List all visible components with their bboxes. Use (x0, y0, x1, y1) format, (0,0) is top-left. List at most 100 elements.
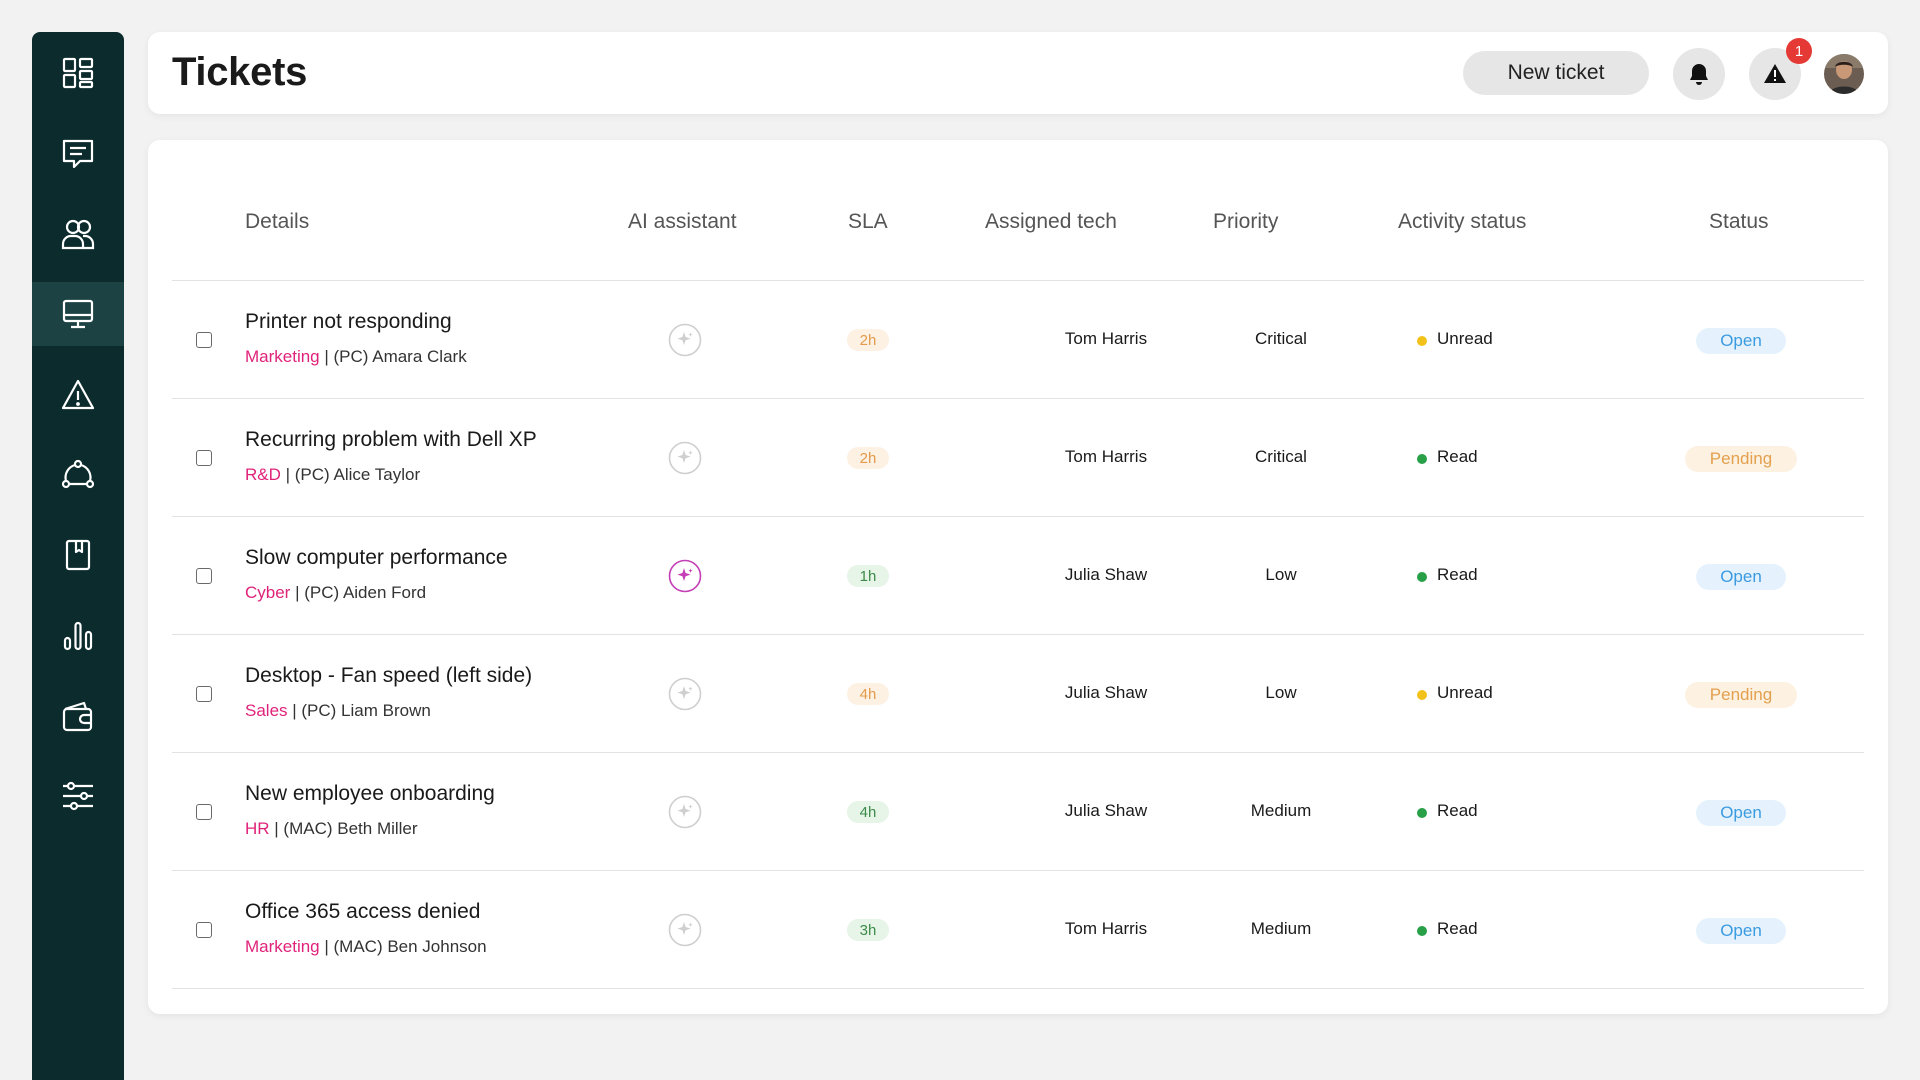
department-label[interactable]: Marketing (245, 347, 320, 366)
department-label[interactable]: HR (245, 819, 270, 838)
new-ticket-button[interactable]: New ticket (1463, 51, 1649, 95)
activity-status: Read (1437, 919, 1478, 938)
requester-label: | (PC) Liam Brown (287, 701, 431, 720)
page-header: Tickets New ticket 1 (148, 32, 1888, 114)
ticket-title[interactable]: Slow computer performance (245, 546, 508, 569)
notifications-button[interactable] (1673, 48, 1725, 100)
ticket-requester: HR | (MAC) Beth Miller (245, 819, 418, 839)
column-header-sla[interactable]: SLA (848, 210, 888, 233)
warning-icon (61, 379, 95, 410)
tickets-panel: Details AI assistant SLA Assigned tech P… (148, 140, 1888, 1014)
ticket-requester: R&D | (PC) Alice Taylor (245, 465, 420, 485)
column-header-priority[interactable]: Priority (1213, 210, 1279, 233)
book-icon (65, 539, 91, 571)
department-label[interactable]: Sales (245, 701, 288, 720)
ticket-title[interactable]: Desktop - Fan speed (left side) (245, 664, 533, 687)
row-divider (172, 516, 1864, 517)
status-badge[interactable]: Open (1696, 918, 1786, 944)
row-checkbox[interactable] (196, 332, 212, 348)
row-divider (172, 752, 1864, 753)
dashboard-icon (62, 57, 94, 89)
row-divider (172, 634, 1864, 635)
ai-assistant-icon[interactable] (668, 913, 702, 947)
row-divider (172, 398, 1864, 399)
sla-badge: 3h (847, 919, 889, 941)
table-row[interactable]: Desktop - Fan speed (left side) Sales | (… (172, 635, 1864, 753)
requester-label: | (MAC) Beth Miller (269, 819, 418, 838)
status-badge[interactable]: Open (1696, 328, 1786, 354)
row-checkbox[interactable] (196, 922, 212, 938)
ai-assistant-icon[interactable] (668, 677, 702, 711)
row-divider (172, 988, 1864, 989)
sidebar-item-messages[interactable] (32, 122, 124, 186)
table-row[interactable]: Office 365 access denied Marketing | (MAC… (172, 871, 1864, 989)
sidebar-item-dashboard[interactable] (32, 41, 124, 105)
table-row[interactable]: Slow computer performance Cyber | (PC) Ai… (172, 517, 1864, 635)
page-title: Tickets (172, 50, 308, 94)
ai-assistant-icon[interactable] (668, 441, 702, 475)
sidebar-item-reports[interactable] (32, 604, 124, 668)
sliders-icon (63, 781, 93, 811)
requester-label: | (MAC) Ben Johnson (319, 937, 487, 956)
header-divider (172, 280, 1864, 281)
column-header-assigned-tech[interactable]: Assigned tech (985, 210, 1117, 233)
sidebar-item-users[interactable] (32, 202, 124, 266)
user-avatar-image (1824, 54, 1864, 94)
sidebar-item-network[interactable] (32, 443, 124, 507)
avatar[interactable] (1824, 54, 1864, 94)
sidebar (32, 32, 124, 1080)
column-header-status[interactable]: Status (1709, 210, 1769, 233)
assigned-tech: Julia Shaw (1064, 683, 1148, 702)
ticket-title[interactable]: Recurring problem with Dell XP (245, 428, 537, 451)
status-badge[interactable]: Pending (1685, 682, 1797, 708)
sidebar-item-settings[interactable] (32, 764, 124, 828)
sla-badge: 2h (847, 329, 889, 351)
row-checkbox[interactable] (196, 568, 212, 584)
department-label[interactable]: R&D (245, 465, 281, 484)
column-header-ai-assistant[interactable]: AI assistant (628, 210, 737, 233)
sidebar-item-devices[interactable] (32, 282, 124, 346)
status-badge[interactable]: Open (1696, 564, 1786, 590)
chat-icon (62, 139, 94, 169)
ai-assistant-icon[interactable] (668, 795, 702, 829)
row-checkbox[interactable] (196, 450, 212, 466)
ticket-title[interactable]: Office 365 access denied (245, 900, 481, 923)
sla-badge: 4h (847, 683, 889, 705)
table-row[interactable]: New employee onboarding HR | (MAC) Beth M… (172, 753, 1864, 871)
column-header-details[interactable]: Details (245, 210, 310, 233)
column-header-activity-status[interactable]: Activity status (1398, 210, 1527, 233)
ai-assistant-icon[interactable] (668, 323, 702, 357)
ai-assistant-icon[interactable] (668, 559, 702, 593)
ticket-requester: Sales | (PC) Liam Brown (245, 701, 431, 721)
status-badge[interactable]: Open (1696, 800, 1786, 826)
status-badge[interactable]: Pending (1685, 446, 1797, 472)
alert-count-badge: 1 (1786, 38, 1812, 64)
activity-dot (1417, 454, 1427, 464)
sidebar-item-billing[interactable] (32, 684, 124, 748)
wallet-icon (62, 701, 93, 732)
row-checkbox[interactable] (196, 804, 212, 820)
sidebar-item-knowledge[interactable] (32, 523, 124, 587)
ticket-title[interactable]: New employee onboarding (245, 782, 495, 805)
department-label[interactable]: Marketing (245, 937, 320, 956)
activity-status: Read (1437, 447, 1478, 466)
assigned-tech: Julia Shaw (1064, 565, 1148, 584)
monitor-icon (62, 299, 94, 329)
priority-label: Medium (1250, 919, 1312, 938)
activity-status: Unread (1437, 683, 1493, 702)
assigned-tech: Julia Shaw (1064, 801, 1148, 820)
activity-dot (1417, 926, 1427, 936)
ticket-requester: Cyber | (PC) Aiden Ford (245, 583, 426, 603)
sidebar-item-alerts[interactable] (32, 363, 124, 427)
requester-label: | (PC) Amara Clark (319, 347, 467, 366)
requester-label: | (PC) Alice Taylor (280, 465, 421, 484)
priority-label: Critical (1255, 447, 1307, 466)
department-label[interactable]: Cyber (245, 583, 291, 602)
ticket-title[interactable]: Printer not responding (245, 310, 452, 333)
table-row[interactable]: Recurring problem with Dell XP R&D | (PC)… (172, 399, 1864, 517)
row-checkbox[interactable] (196, 686, 212, 702)
requester-label: | (PC) Aiden Ford (290, 583, 427, 602)
table-row[interactable]: Printer not responding Marketing | (PC) A… (172, 281, 1864, 399)
bar-chart-icon (63, 621, 93, 651)
activity-dot (1417, 572, 1427, 582)
